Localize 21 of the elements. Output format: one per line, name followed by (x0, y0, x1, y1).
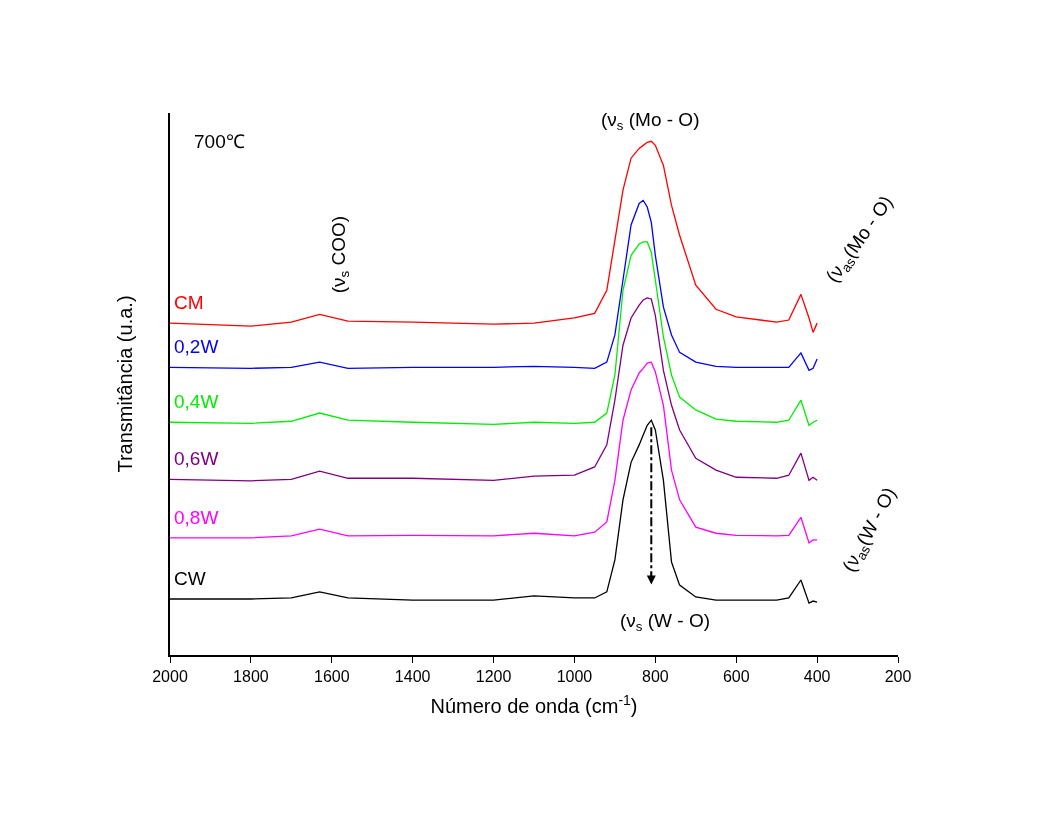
x-tick-label: 1200 (475, 667, 512, 685)
x-axis-title: Número de onda (cm$^{-1}$) (430, 691, 638, 717)
x-tick-label: 600 (722, 667, 750, 685)
x-tick-label: 1400 (394, 667, 431, 685)
text: (ν$_{s}$ (Mo - O) (601, 109, 700, 133)
annotation: 700℃ (194, 131, 245, 152)
x-tick-label: 400 (803, 667, 831, 685)
series-label: 0,2W (174, 336, 219, 357)
x-tick-label: 1600 (313, 667, 350, 685)
x-tick-label: 200 (884, 667, 912, 685)
x-tick-label: 2000 (152, 667, 188, 685)
x-tick-label: 800 (641, 667, 669, 685)
x-tick-label: 1000 (556, 667, 593, 685)
series-label: 0,8W (174, 507, 219, 528)
x-tick-label: 1800 (233, 667, 269, 685)
series-label: CW (174, 568, 206, 589)
series-label: CM (174, 292, 204, 313)
series-label: 0,4W (174, 391, 219, 412)
series-label: 0,6W (174, 448, 219, 469)
y-axis-title: Transmitância (u.a.) (114, 295, 137, 473)
annotation: (ν$_{s}$ (W - O) (620, 610, 711, 634)
